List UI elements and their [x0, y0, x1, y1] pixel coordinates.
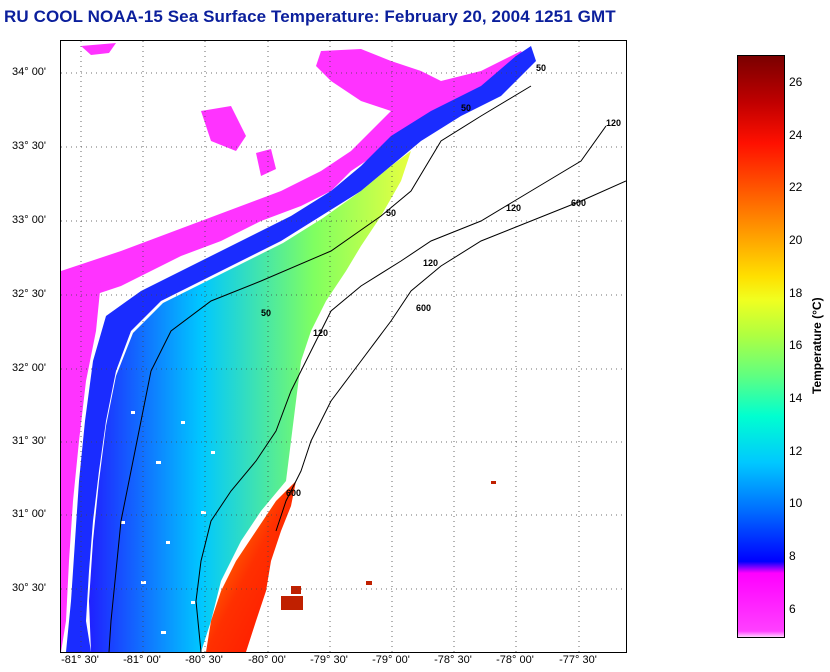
colorbar-tick-10: 10 [789, 496, 803, 510]
lon-label-80-30: -80° 30' [185, 654, 223, 666]
isobath-label-600-b: 600 [416, 303, 431, 313]
lon-label-81-30: -81° 30' [61, 654, 99, 666]
lon-label-78-00: -78° 00' [496, 654, 534, 666]
isobath-label-600-a: 600 [571, 198, 586, 208]
shelf-water [89, 151, 411, 652]
isobath-label-120-c: 120 [423, 258, 438, 268]
warm-gulf-stream [206, 481, 296, 652]
isobath-label-50-d: 50 [261, 308, 271, 318]
colorbar-tick-8: 8 [789, 549, 796, 563]
isobath-labels: 50 50 50 50 120 120 120 120 600 600 600 [261, 63, 621, 498]
isobath-600 [275, 180, 626, 532]
lat-label-31-30: 31° 30' [12, 435, 47, 447]
lon-label-81-00: -81° 00' [123, 654, 161, 666]
lon-label-80-00: -80° 00' [248, 654, 286, 666]
lat-label-34-00: 34° 00' [12, 66, 47, 78]
colorbar-tick-12: 12 [789, 444, 803, 458]
lat-label-31-00: 31° 00' [12, 508, 47, 520]
isobath-50 [108, 85, 532, 652]
isobath-120 [195, 125, 607, 652]
isobath-label-120-b: 120 [506, 203, 521, 213]
lon-label-78-30: -78° 30' [434, 654, 472, 666]
isobath-label-120-d: 120 [313, 328, 328, 338]
colorbar-tick-20: 20 [789, 233, 803, 247]
lat-label-33-30: 33° 30' [12, 140, 47, 152]
lat-label-33-00: 33° 00' [12, 214, 47, 226]
sst-map: 50 50 50 50 120 120 120 120 600 600 600 [60, 40, 627, 653]
isobath-label-120-a: 120 [606, 118, 621, 128]
lon-label-79-00: -79° 00' [372, 654, 410, 666]
colorbar-tick-22: 22 [789, 180, 803, 194]
offshore-warm-pixels [281, 481, 496, 610]
colorbar-label: Temperature (°C) [810, 296, 824, 394]
isobath-label-50-c: 50 [386, 208, 396, 218]
colorbar-tick-24: 24 [789, 128, 803, 142]
lat-label-32-30: 32° 30' [12, 288, 47, 300]
colorbar-tick-14: 14 [789, 391, 803, 405]
temperature-colorbar [737, 55, 785, 638]
isobath-label-50-b: 50 [461, 103, 471, 113]
cloud-specks [121, 411, 215, 634]
colorbar-tick-18: 18 [789, 286, 803, 300]
colorbar-tick-26: 26 [789, 75, 803, 89]
lon-label-79-30: -79° 30' [310, 654, 348, 666]
isobath-label-600-c: 600 [286, 488, 301, 498]
lon-label-77-30: -77° 30' [559, 654, 597, 666]
isobath-contours [108, 85, 626, 652]
isobath-label-50-a: 50 [536, 63, 546, 73]
colorbar-tick-6: 6 [789, 602, 796, 616]
graticule [61, 41, 626, 652]
colorbar-tick-16: 16 [789, 338, 803, 352]
sst-map-canvas: 50 50 50 50 120 120 120 120 600 600 600 [61, 41, 626, 652]
coastal-cold-strip [61, 281, 101, 652]
lat-label-30-30: 30° 30' [12, 582, 47, 594]
page-title: RU COOL NOAA-15 Sea Surface Temperature:… [4, 7, 616, 26]
lat-label-32-00: 32° 00' [12, 362, 47, 374]
inland-cold-water [61, 43, 531, 301]
